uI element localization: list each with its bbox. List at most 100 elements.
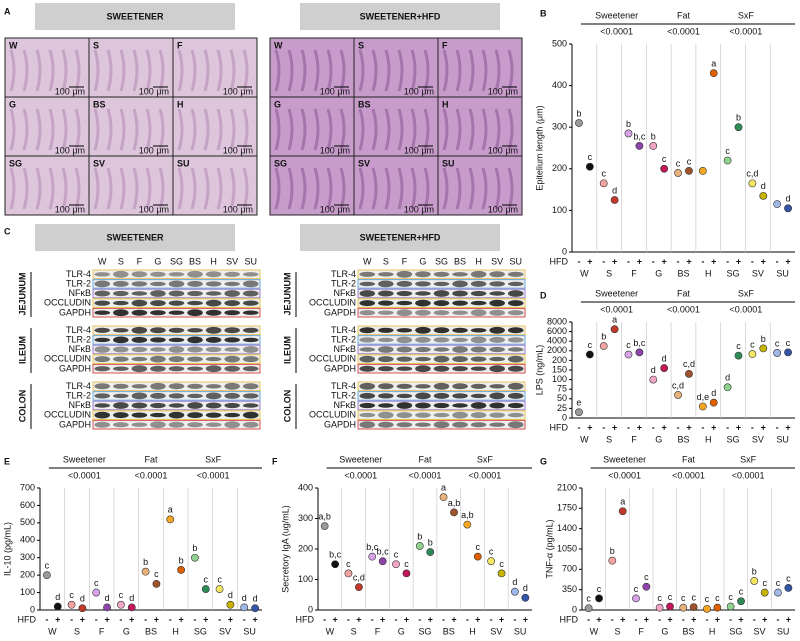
hfd-level: + (499, 614, 504, 624)
significance-letter: d (129, 593, 134, 603)
y-tick-label: 400 (20, 535, 35, 545)
dot (392, 560, 400, 569)
blot-band (131, 392, 148, 400)
hfd-level: - (513, 614, 516, 624)
panel-title: SWEETENER+HFD (360, 232, 441, 242)
blot-band (150, 402, 166, 409)
category-label: BS (682, 626, 694, 636)
blot-band (452, 300, 468, 306)
hfd-level: - (677, 256, 680, 266)
blot-band (168, 337, 185, 343)
hfd-level: - (751, 422, 754, 432)
tissue-fold (410, 167, 417, 210)
blot-strip (92, 419, 261, 430)
hfd-level: + (587, 422, 592, 432)
blot-band (415, 336, 431, 343)
tissue-fold (410, 108, 417, 151)
tissue-fold (229, 49, 236, 92)
hfd-label: HFD (18, 614, 37, 624)
blot-band (470, 356, 487, 362)
significance-letter: c (705, 594, 710, 604)
y-tick-label: 2000 (547, 345, 567, 355)
blot-band (433, 355, 450, 363)
dot (599, 342, 608, 350)
blot-band (168, 393, 185, 399)
blot-band (94, 411, 111, 419)
category-label: F (99, 626, 105, 636)
hfd-level: - (193, 614, 196, 624)
image-label: H (442, 99, 449, 109)
significance-letter: d (612, 185, 617, 195)
blot-band (452, 366, 468, 372)
panel-label: D (540, 290, 547, 300)
panel-label: A (4, 6, 11, 16)
dot (439, 493, 448, 502)
factor-label: SxF (740, 454, 757, 464)
hfd-level: - (442, 614, 445, 624)
scale-bar-label: 100 μm (223, 86, 253, 96)
y-tick-label: 400 (298, 482, 313, 492)
hfd-level: + (736, 256, 741, 266)
blot-band (168, 310, 185, 315)
tissue-fold (48, 108, 55, 151)
significance-letter: d (711, 388, 716, 398)
blot-band (242, 327, 259, 333)
dot (67, 600, 76, 609)
blot-band (415, 346, 431, 353)
y-tick-label: 300 (552, 122, 567, 132)
blot-band (168, 290, 185, 297)
blot-band (396, 336, 413, 344)
blot-band (150, 337, 166, 343)
category-label: S (614, 626, 620, 636)
dot (585, 350, 594, 359)
tissue-fold (177, 49, 184, 92)
blot-band (415, 326, 431, 334)
dot (679, 603, 688, 612)
blot-band (224, 382, 240, 390)
hfd-level: - (70, 614, 73, 624)
dot (240, 603, 249, 612)
hfd-level: - (726, 256, 729, 266)
dot (709, 398, 718, 407)
blot-band (396, 309, 413, 317)
blot-band (113, 328, 129, 333)
blot-band (150, 421, 166, 429)
blot-band (94, 366, 111, 372)
dot (760, 588, 769, 597)
dot (344, 569, 353, 578)
hfd-level: - (95, 614, 98, 624)
image-label: SG (274, 158, 287, 168)
tissue-fold (106, 167, 113, 210)
p-value: <0.0001 (344, 470, 377, 480)
significance-letter: b (626, 119, 631, 129)
tissue-label: COLON (282, 390, 292, 423)
blot-band (452, 337, 468, 343)
blot-band (452, 356, 468, 363)
tissue-fold (132, 49, 139, 92)
blot-band (507, 327, 524, 334)
hfd-level: + (596, 614, 601, 624)
significance-letter: c (644, 572, 649, 582)
blot-band (359, 290, 376, 297)
tissue-label: JEJUNUM (17, 272, 27, 315)
image-label: SG (9, 158, 22, 168)
title-box (300, 224, 500, 251)
blot-band (507, 271, 524, 277)
hfd-level: + (612, 256, 617, 266)
dot (685, 369, 693, 378)
blot-band (359, 347, 376, 352)
blot-band (187, 290, 203, 297)
blot-band (415, 402, 431, 409)
blot-band (470, 328, 487, 333)
tissue-fold (384, 49, 391, 92)
dot (177, 566, 185, 574)
tissue-fold (494, 108, 501, 151)
blot-band (507, 402, 524, 409)
blot-band (378, 272, 394, 277)
p-value: <0.0001 (600, 26, 633, 36)
dot (773, 200, 782, 209)
tissue-fold (287, 49, 294, 92)
significance-letter: d (761, 181, 766, 191)
blot-band (187, 402, 203, 409)
blot-band (396, 346, 413, 353)
